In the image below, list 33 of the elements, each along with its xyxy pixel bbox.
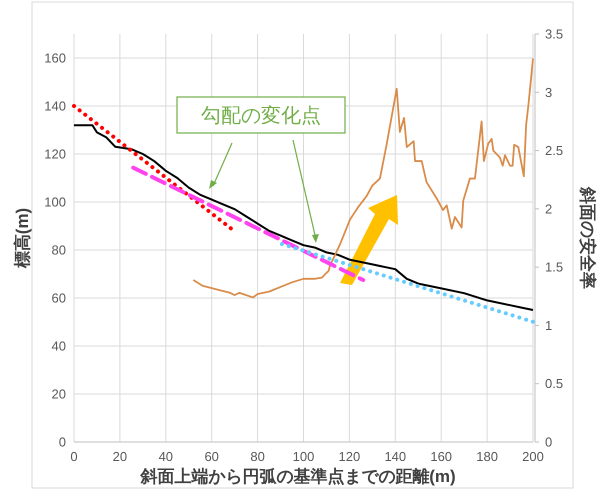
x-tick-label: 0 xyxy=(70,449,78,464)
y-tick-label: 140 xyxy=(44,98,66,114)
y-tick-label: 0 xyxy=(58,434,66,450)
y-axis-title: 標高(m) xyxy=(13,208,32,270)
y2-tick-label: 0 xyxy=(545,434,552,450)
y-tick-label: 20 xyxy=(52,386,66,402)
x-tick-label: 20 xyxy=(112,449,128,464)
x-tick-label: 100 xyxy=(292,449,314,464)
x-tick-label: 200 xyxy=(522,449,544,464)
x-tick-label: 40 xyxy=(158,449,174,464)
x-axis-title: 斜面上端から円弧の基準点までの距離(m) xyxy=(139,467,456,486)
annotation-callout: 勾配の変化点 xyxy=(176,96,346,134)
x-tick-label: 80 xyxy=(250,449,265,464)
y-tick-label: 120 xyxy=(44,146,66,162)
x-tick-label: 120 xyxy=(338,449,360,464)
y2-tick-label: 3 xyxy=(545,84,552,100)
x-tick-label: 60 xyxy=(204,449,219,464)
y2-tick-label: 2 xyxy=(545,201,552,216)
x-tick-label: 180 xyxy=(476,449,498,464)
y-tick-label: 60 xyxy=(52,290,66,306)
y2-tick-label: 1 xyxy=(545,318,552,333)
y2-tick-label: 2.5 xyxy=(545,143,564,158)
y-tick-label: 160 xyxy=(44,50,66,66)
y-tick-label: 80 xyxy=(52,242,66,258)
x-tick-label: 160 xyxy=(430,449,452,464)
y-tick-label: 100 xyxy=(44,194,66,210)
y2-axis-title: 斜面の安全率 xyxy=(578,186,597,289)
annotation: 勾配の変化点 xyxy=(201,104,321,127)
y2-tick-label: 0.5 xyxy=(545,376,564,392)
y-tick-label: 40 xyxy=(52,338,66,354)
y2-tick-label: 3.5 xyxy=(545,26,564,42)
x-tick-label: 140 xyxy=(384,449,406,464)
y2-tick-label: 1.5 xyxy=(545,260,564,275)
